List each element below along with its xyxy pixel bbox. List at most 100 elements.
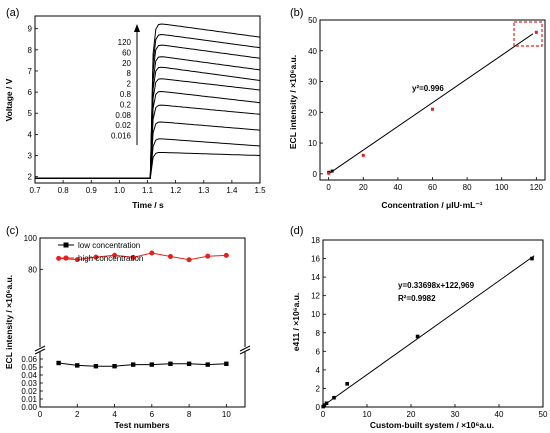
panel-d-point [345, 382, 349, 386]
panel-d-ytick-label: 10 [311, 310, 320, 319]
panel-a-curves [35, 23, 261, 179]
panel-a-ytick-label: 6 [28, 88, 33, 97]
panel-d-xtick-label: 40 [495, 410, 504, 419]
panel-a-curve [35, 138, 261, 179]
panel-b-xtick-label: 40 [393, 183, 402, 192]
panel-d-ylabel: e411 / ×10⁶a.u. [291, 293, 301, 352]
panel-c-lower-ytick-label: 0.04 [21, 371, 37, 380]
panel-d-point [332, 395, 336, 400]
panel-c-xlabel: Test numbers [114, 420, 169, 430]
panel-c-lower-ytick-label: 0.02 [21, 387, 37, 396]
panel-a-label: (a) [6, 7, 19, 19]
legend-high: high concentration [78, 254, 143, 263]
panel-a-xtick-label: 1.1 [142, 186, 154, 195]
panel-c-lower-ytick-label: 0.06 [21, 355, 37, 364]
panel-c-lower-ytick-label: 0.01 [21, 395, 37, 404]
panel-c-xtick-label: 4 [112, 410, 117, 419]
panel-b-point [330, 169, 334, 173]
panel-a-ytick-label: 3 [28, 152, 33, 161]
panel-c-point-low [168, 361, 173, 366]
panel-a-ytick-label: 9 [28, 25, 33, 34]
panel-d-fit [322, 255, 535, 407]
panel-b-xtick-label: 0 [326, 183, 331, 192]
panel-c-point-low [75, 363, 80, 368]
panel-a-frame [34, 15, 261, 184]
panel-b-x-ticks: 0 20 40 60 80 100 120 [326, 177, 544, 192]
panel-c-xtick-label: 8 [187, 410, 192, 419]
panel-d-fit-line [322, 255, 535, 407]
panel-d-xtick-label: 0 [321, 410, 326, 419]
panel-a-curve [35, 152, 261, 179]
panel-b-xlabel: Concentration / μIU·mL⁻¹ [381, 200, 482, 210]
legend-low: low concentration [78, 241, 140, 250]
panel-c-upper-ytick-label: 80 [28, 265, 37, 274]
panel-a-ytick-label: 4 [28, 130, 33, 139]
panel-a-curve-label: 0.016 [111, 132, 132, 141]
panel-c-point-high [205, 253, 211, 259]
panel-b-frame [319, 19, 546, 181]
panel-b-y-ticks: 0 10 20 30 40 50 [308, 16, 323, 179]
panel-a-xtick-label: 0.9 [86, 186, 98, 195]
panel-b-point [361, 153, 365, 157]
panel-c-xtick-label: 2 [75, 410, 80, 419]
panel-d-ytick-label: 0 [316, 403, 321, 412]
panel-c-xtick-label: 6 [150, 410, 155, 419]
panel-b-xtick-label: 120 [530, 183, 544, 192]
panel-a-xtick-label: 1.3 [198, 186, 210, 195]
panel-a-curve-label: 8 [127, 69, 132, 78]
panel-b-xtick-label: 80 [463, 183, 472, 192]
panel-d-label: (d) [290, 225, 303, 237]
panel-d-r2: R²=0.9982 [398, 294, 436, 303]
panel-c-lower-ytick-label: 0.05 [21, 363, 37, 372]
panel-d-ytick-label: 16 [311, 255, 320, 264]
panel-c-frame [34, 237, 251, 408]
panel-a-x-ticks: 0.7 0.8 0.9 1.0 1.1 1.2 1.3 1.4 1.5 [29, 180, 266, 195]
panel-c-point-high [93, 254, 99, 260]
panel-a-curve-label: 60 [122, 48, 131, 57]
panel-a-curve [35, 66, 261, 179]
panel-a-ytick-label: 7 [28, 67, 33, 76]
panel-b-xtick-label: 100 [495, 183, 509, 192]
panel-a: (a) 0.7 0.8 0.9 1.0 1.1 1.2 1.3 1.4 1.5 2 3 4 5 6 7 8 9… [4, 7, 266, 210]
panel-a-curve-label: 2 [127, 80, 132, 89]
panel-b-fit [328, 33, 534, 175]
panel-c-xtick-label: 10 [222, 410, 231, 419]
panel-c-ylabel: ECL intensity / ×10⁶a.u. [4, 275, 14, 369]
panel-c-point-low [130, 362, 136, 367]
panel-a-arrow-head [134, 24, 140, 32]
panel-b-point [534, 30, 538, 34]
panel-c-point-low [205, 362, 210, 367]
panel-d: (d) 0 10 20 30 40 50 0 2 4 6 8 10 12 14 16 18 y=0.3369… [290, 225, 548, 430]
panel-a-xtick-label: 1.0 [114, 186, 126, 195]
panel-c-label: (c) [6, 225, 19, 237]
panel-a-xtick-label: 1.4 [226, 186, 238, 195]
panel-a-xtick-label: 0.8 [58, 186, 70, 195]
panel-c-series [56, 250, 229, 369]
panel-c-point-low [224, 361, 229, 366]
panel-a-curve-label: 20 [122, 59, 131, 68]
panel-d-ytick-label: 4 [316, 366, 321, 375]
panel-c-point-low [149, 362, 155, 367]
panel-d-equation: y=0.33698x+122,969 [398, 281, 475, 290]
panel-c-upper-ytick-label: 100 [24, 234, 38, 243]
panel-b-ytick-label: 50 [308, 16, 317, 25]
panel-d-x-ticks: 0 10 20 30 40 50 [321, 404, 548, 419]
panel-b-points [327, 30, 538, 175]
panel-d-ytick-label: 2 [316, 384, 321, 393]
panel-b-point [327, 171, 331, 175]
panel-b-ylabel: ECL intensity / ×10⁶a.u. [288, 55, 298, 149]
panel-c: (c) 0 2 4 6 8 10 100800.060.050.040.030.020.0… [4, 225, 251, 430]
panel-a-xlabel: Time / s [132, 200, 164, 210]
panel-c-point-high [74, 257, 80, 263]
panel-b-ytick-label: 20 [308, 108, 317, 117]
panel-d-point [322, 403, 327, 407]
panel-b-xtick-label: 20 [359, 183, 368, 192]
panel-d-frame [322, 239, 544, 408]
panel-c-point-low [56, 360, 61, 366]
panel-d-point [324, 401, 329, 406]
panel-a-curve-label: 120 [118, 38, 132, 47]
panel-d-xtick-label: 20 [407, 410, 416, 419]
panel-a-ylabel: Voltage / V [4, 78, 14, 121]
